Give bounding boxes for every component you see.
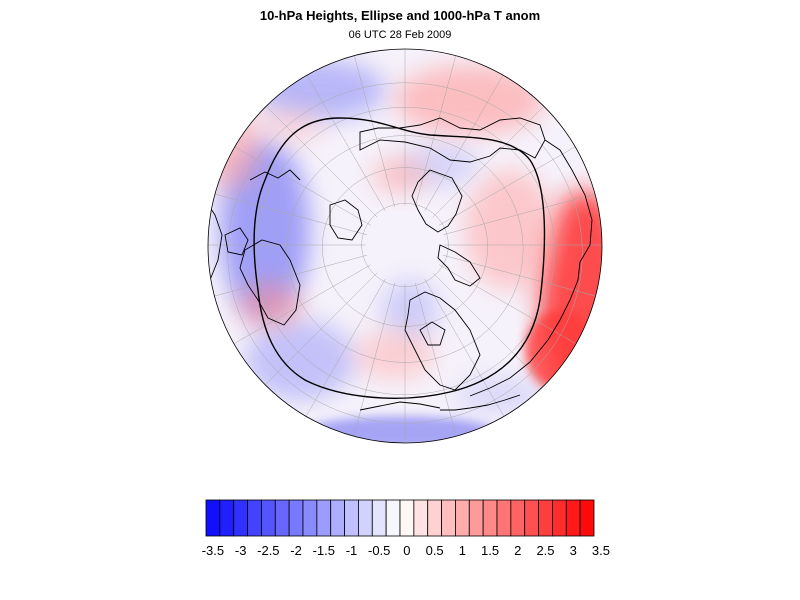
graticule-lines (208, 49, 602, 443)
colorbar-box (219, 499, 235, 537)
chart-subtitle: 06 UTC 28 Feb 2009 (348, 29, 452, 41)
colorbar-tick-label: -1.5 (313, 543, 335, 558)
colorbar-box (233, 499, 248, 537)
colorbar-box (344, 499, 359, 537)
coast-hudson-bay (419, 321, 446, 346)
colorbar-box (413, 499, 429, 537)
meridian-line (442, 186, 602, 236)
colorbar-box (358, 499, 373, 537)
meridian-line (291, 278, 386, 442)
polar-map (207, 48, 603, 444)
meridian-line (208, 254, 368, 304)
meridian-line (432, 84, 566, 218)
colorbar-box (316, 499, 332, 537)
colorbar-box (468, 499, 484, 537)
meridian-line (208, 131, 372, 226)
colorbar-box (579, 499, 595, 537)
warm-anomaly-upper-center (372, 157, 428, 193)
colorbar-box (247, 499, 262, 537)
colorbar-box (399, 499, 415, 537)
colorbar-tick-label: 2 (514, 543, 521, 558)
coast-siberia (359, 117, 546, 163)
coast-iberia (224, 227, 249, 256)
vortex-ellipse (253, 117, 546, 399)
colorbar-tick-label: -2 (290, 543, 302, 558)
colorbar-box (274, 499, 290, 537)
meridian-line (442, 254, 602, 304)
warm-anomaly-northeast (395, 65, 545, 135)
coast-north-america (404, 291, 481, 391)
meridian-line (438, 131, 602, 226)
meridian-line (208, 264, 372, 359)
colorbar-box (330, 499, 345, 537)
colorbar-tick-labels: -3.5 -3 -2.5 -2 -1.5 -1 -0.5 0 0.5 1 1.5 2 2.5 3 3.5 (202, 543, 610, 558)
meridian-line (244, 84, 378, 218)
colorbar-box (302, 499, 318, 537)
meridian-line (432, 272, 566, 406)
colorbar-box (261, 499, 276, 537)
warm-anomaly-upper-left (255, 107, 325, 143)
warm-anomaly-east-mid (465, 170, 555, 290)
colorbar-box (455, 499, 470, 537)
cold-anomaly-center (382, 280, 438, 340)
colorbar-tick-label: -3 (235, 543, 247, 558)
colorbar-box (427, 499, 442, 537)
coast-alaska (440, 394, 521, 411)
colorbar-boxes (205, 499, 595, 537)
colorbar-box (538, 499, 553, 537)
coast-europe (239, 239, 301, 326)
meridian-line (346, 282, 396, 443)
colorbar-tick-label: 0.5 (426, 543, 444, 558)
colorbar-box (288, 499, 304, 537)
colorbar-tick-label: 3 (570, 543, 577, 558)
colorbar-box (205, 499, 221, 537)
colorbar-tick-label: -3.5 (202, 543, 224, 558)
colorbar-box (496, 499, 512, 537)
coast-scandinavia (329, 199, 363, 241)
colorbar-box (385, 499, 401, 537)
colorbar-tick-label: -0.5 (368, 543, 390, 558)
meridian-line (291, 49, 386, 212)
chart-title: 10-hPa Heights, Ellipse and 1000-hPa T a… (259, 8, 541, 23)
colorbar-tick-label: 3.5 (592, 543, 610, 558)
cold-anomaly-southwest (245, 320, 355, 400)
meridian-line (244, 272, 378, 406)
colorbar-box (565, 499, 581, 537)
coastlines (208, 117, 593, 419)
colorbar-box (371, 499, 387, 537)
coast-mediterranean (249, 169, 301, 181)
colorbar-box (482, 499, 498, 537)
colorbar-box (552, 499, 567, 537)
coast-far-east (469, 139, 593, 397)
meridian-line (438, 264, 602, 359)
meridian-line (414, 282, 464, 443)
coast-arctic-archipelago (437, 244, 481, 287)
colorbar-box (510, 499, 526, 537)
colorbar-tick-label: 1.5 (481, 543, 499, 558)
colorbar-tick-label: 0 (403, 543, 410, 558)
coast-south-rim (359, 401, 441, 411)
colorbar-box (524, 499, 539, 537)
colorbar-tick-label: 1 (459, 543, 466, 558)
globe-outline (207, 48, 603, 444)
colorbar-box (441, 499, 456, 537)
colorbar-tick-label: 2.5 (536, 543, 554, 558)
colorbar-tick-label: -2.5 (257, 543, 279, 558)
meridian-line (208, 186, 368, 236)
warm-anomaly-center-south (355, 330, 435, 380)
coast-greenland (411, 169, 463, 233)
meridian-line (424, 49, 519, 212)
colorbar-tick-label: -1 (346, 543, 358, 558)
meridian-line (424, 278, 519, 442)
